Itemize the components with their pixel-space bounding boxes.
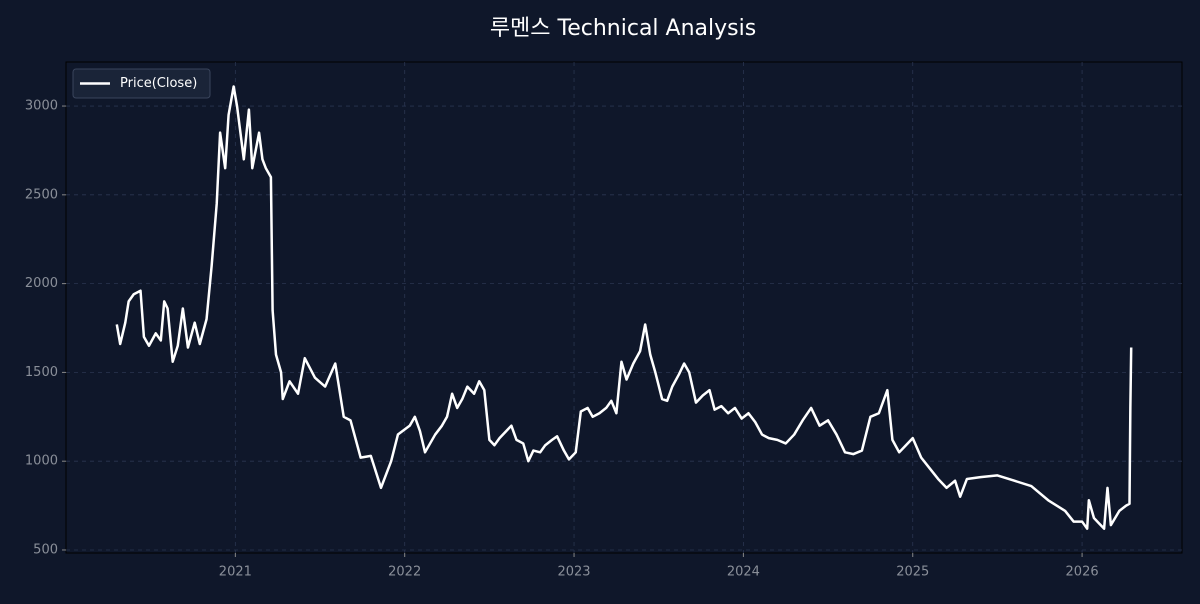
x-tick-label: 2025 [896, 565, 929, 580]
y-tick-label: 3000 [25, 99, 58, 114]
y-tick-label: 1000 [25, 454, 58, 469]
x-tick-label: 2024 [727, 565, 760, 580]
x-tick-label: 2021 [219, 565, 252, 580]
x-tick-label: 2023 [557, 565, 590, 580]
plot-frame [65, 61, 1183, 554]
x-tick-label: 2026 [1066, 565, 1099, 580]
y-tick-label: 2500 [25, 187, 58, 202]
y-tick-label: 500 [33, 542, 58, 557]
y-tick-label: 1500 [25, 365, 58, 380]
chart-title: 루멘스 Technical Analysis [490, 16, 756, 41]
y-tick-label: 2000 [25, 276, 58, 291]
price-line [115, 85, 1133, 530]
legend-box [72, 68, 211, 99]
x-tick-label: 2022 [388, 565, 421, 580]
legend: Price(Close) [72, 68, 211, 99]
legend-label: Price(Close) [120, 76, 197, 91]
